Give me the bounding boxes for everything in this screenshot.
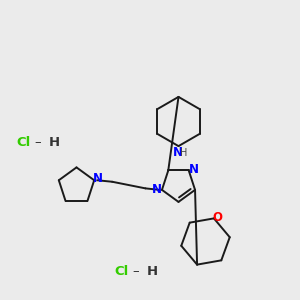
- Text: H: H: [146, 265, 158, 278]
- Text: N: N: [152, 183, 162, 196]
- Text: Cl: Cl: [114, 265, 128, 278]
- Text: N: N: [172, 146, 183, 159]
- Text: N: N: [188, 163, 199, 176]
- Text: H: H: [49, 136, 60, 149]
- Text: N: N: [93, 172, 103, 185]
- Text: Cl: Cl: [16, 136, 31, 149]
- Text: –: –: [132, 265, 139, 278]
- Text: H: H: [180, 148, 187, 158]
- Text: –: –: [35, 136, 41, 149]
- Text: O: O: [212, 211, 223, 224]
